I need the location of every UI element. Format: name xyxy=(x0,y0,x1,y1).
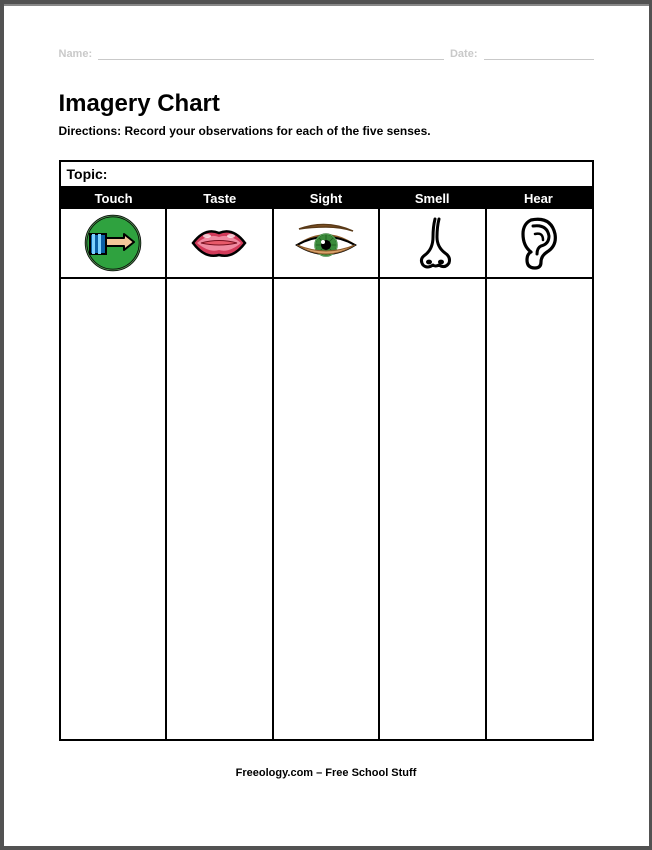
date-field[interactable] xyxy=(484,46,594,60)
header-hear: Hear xyxy=(485,188,591,209)
header-sight: Sight xyxy=(273,188,379,209)
icon-cell-touch xyxy=(61,209,168,277)
hear-icon xyxy=(517,214,561,272)
page-title: Imagery Chart xyxy=(59,90,594,118)
header-smell: Smell xyxy=(379,188,485,209)
header-taste: Taste xyxy=(167,188,273,209)
topic-row[interactable]: Topic: xyxy=(61,162,592,188)
header-touch: Touch xyxy=(61,188,167,209)
body-cell-touch[interactable] xyxy=(61,279,168,739)
sight-icon xyxy=(291,221,361,265)
icon-cell-sight xyxy=(274,209,381,277)
name-date-line: Name: Date: xyxy=(59,46,594,60)
icon-cell-taste xyxy=(167,209,274,277)
name-label: Name: xyxy=(59,48,93,60)
body-cell-smell[interactable] xyxy=(380,279,487,739)
taste-icon xyxy=(187,223,251,263)
page-footer: Freeology.com – Free School Stuff xyxy=(59,767,594,779)
smell-icon xyxy=(411,215,455,271)
imagery-chart: Topic: Touch Taste Sight Smell Hear xyxy=(59,160,594,741)
chart-body-row xyxy=(61,279,592,739)
chart-header-row: Touch Taste Sight Smell Hear xyxy=(61,188,592,209)
touch-icon xyxy=(84,214,142,272)
icon-cell-smell xyxy=(380,209,487,277)
worksheet-page: Name: Date: Imagery Chart Directions: Re… xyxy=(4,4,649,846)
topic-label: Topic: xyxy=(67,166,108,182)
body-cell-hear[interactable] xyxy=(487,279,592,739)
name-field[interactable] xyxy=(98,46,444,60)
chart-icon-row xyxy=(61,209,592,279)
body-cell-sight[interactable] xyxy=(274,279,381,739)
body-cell-taste[interactable] xyxy=(167,279,274,739)
icon-cell-hear xyxy=(487,209,592,277)
directions-text: Directions: Record your observations for… xyxy=(59,124,594,138)
date-label: Date: xyxy=(450,48,478,60)
